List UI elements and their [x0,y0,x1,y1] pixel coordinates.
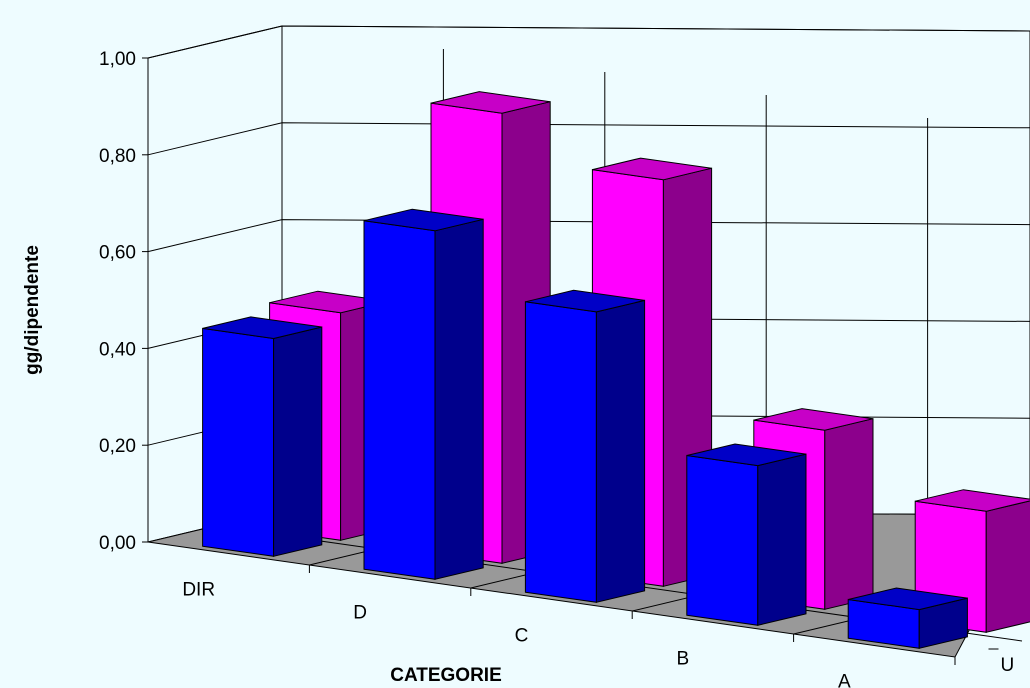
bar-U-DIR [202,316,323,557]
bar-side-face [595,299,646,603]
y-tick-label: 0,80 [99,146,136,167]
bar-top-face [848,587,968,611]
bar-side-face [757,453,807,626]
axes-layer: 0,000,200,400,600,801,00DIRDCBAUD [99,49,1015,688]
bar-top-face [430,91,551,114]
bar-front-face [202,327,275,557]
bar-top-face [363,208,484,232]
bar-top-face [202,316,322,340]
bar-front-face [524,301,597,603]
gridline [147,122,1030,156]
bar-top-face [525,289,645,313]
x-tick-label: C [515,626,529,647]
bar-side-face [985,500,1030,633]
y-tick-label: 0,40 [99,339,136,360]
bar-U-A [847,587,968,649]
x-tick-label: B [677,649,690,670]
bar-U-B [686,443,807,626]
x-tick-label: A [838,672,851,688]
bar-top-face [686,443,807,467]
bar-front-face [363,220,436,580]
bar-front-face [686,454,759,626]
bar-side-face [434,218,484,580]
y-tick-label: 0,20 [99,436,136,457]
depth-tick-label: U [1001,655,1015,676]
gridline [147,25,1030,59]
bar-side-face [824,418,874,610]
x-tick-label: DIR [182,580,215,601]
bar-U-D [363,208,484,580]
x-axis-title: CATEGORIE [390,665,502,686]
bars-layer [202,91,1030,649]
y-tick-label: 1,00 [99,49,136,70]
bar-top-face [915,489,1030,512]
bar-U-C [524,289,646,603]
x-tick-label: D [353,603,367,624]
y-axis-title: gg/dipendente [22,245,43,375]
gridline [147,219,1030,253]
y-tick-label: 0,60 [99,243,136,264]
bar-top-face [753,408,874,431]
bar-top-face [592,157,712,181]
bar-side-face [273,326,323,557]
y-tick-label: 0,00 [99,533,136,554]
